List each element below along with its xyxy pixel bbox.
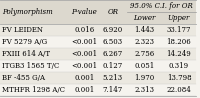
Text: 0.001: 0.001 [74, 86, 94, 94]
Text: 1.970: 1.970 [134, 74, 154, 82]
Text: P-value: P-value [71, 8, 97, 16]
Text: 2.756: 2.756 [134, 50, 154, 58]
FancyBboxPatch shape [0, 36, 196, 48]
Text: OR: OR [107, 8, 118, 16]
Text: 6.920: 6.920 [103, 26, 123, 34]
Text: 5.213: 5.213 [103, 74, 123, 82]
Text: 0.127: 0.127 [103, 62, 123, 70]
Text: 1.443: 1.443 [134, 26, 154, 34]
Text: ITGB3 1565 T/C: ITGB3 1565 T/C [2, 62, 59, 70]
FancyBboxPatch shape [0, 0, 196, 24]
Text: 0.319: 0.319 [169, 62, 189, 70]
Text: FXIII 614 A/T: FXIII 614 A/T [2, 50, 50, 58]
Text: Polymorphism: Polymorphism [2, 8, 53, 16]
Text: BF -455 G/A: BF -455 G/A [2, 74, 45, 82]
Text: <0.001: <0.001 [71, 38, 97, 46]
Text: Lower: Lower [133, 14, 155, 22]
Text: FV 5279 A/G: FV 5279 A/G [2, 38, 47, 46]
Text: 0.001: 0.001 [74, 74, 94, 82]
Text: 33.177: 33.177 [167, 26, 191, 34]
Text: 13.798: 13.798 [167, 74, 191, 82]
Text: 6.503: 6.503 [103, 38, 123, 46]
Text: FV LEIDEN: FV LEIDEN [2, 26, 43, 34]
FancyBboxPatch shape [0, 60, 196, 72]
Text: 22.084: 22.084 [167, 86, 191, 94]
Text: 7.147: 7.147 [103, 86, 123, 94]
Text: <0.001: <0.001 [71, 62, 97, 70]
Text: 95.0% C.I. for OR: 95.0% C.I. for OR [130, 2, 193, 10]
Text: 0.051: 0.051 [134, 62, 154, 70]
FancyBboxPatch shape [0, 48, 196, 60]
Text: 18.206: 18.206 [167, 38, 191, 46]
Text: 2.313: 2.313 [134, 86, 154, 94]
Text: MTHFR 1298 A/C: MTHFR 1298 A/C [2, 86, 65, 94]
FancyBboxPatch shape [0, 72, 196, 84]
Text: <0.001: <0.001 [71, 50, 97, 58]
Text: 2.323: 2.323 [134, 38, 154, 46]
FancyBboxPatch shape [0, 24, 196, 36]
Text: Upper: Upper [168, 14, 190, 22]
FancyBboxPatch shape [0, 84, 196, 96]
Text: 6.267: 6.267 [103, 50, 123, 58]
Text: 14.249: 14.249 [167, 50, 191, 58]
Text: 0.016: 0.016 [74, 26, 94, 34]
